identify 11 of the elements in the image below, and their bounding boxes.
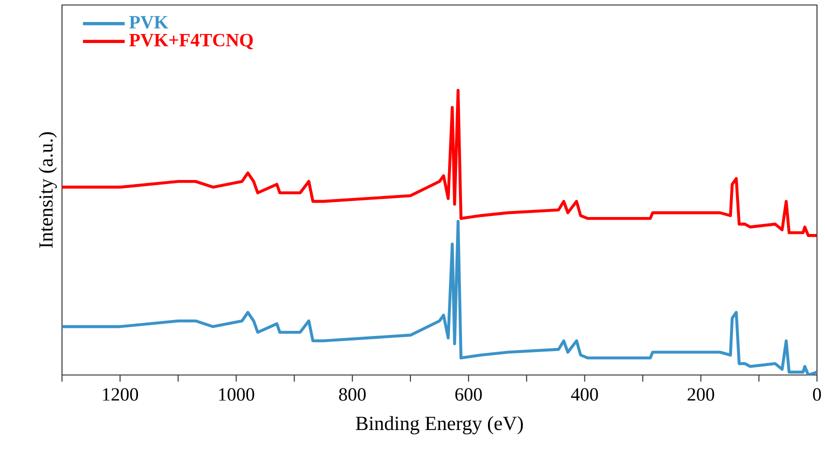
x-axis-title: Binding Energy (eV)	[356, 416, 523, 434]
legend-label: PVK+F4TCNQ	[129, 34, 253, 50]
x-tick-label: 0	[813, 388, 821, 401]
x-tick-label: 1000	[219, 388, 254, 401]
x-tick-label: 200	[688, 388, 714, 401]
y-axis-title: Intensity (a.u.)	[38, 132, 57, 248]
x-tick-label: 400	[571, 388, 598, 401]
legend-label: PVK	[129, 16, 168, 29]
x-tick-label: 1200	[103, 388, 138, 401]
x-tick-label: 600	[455, 388, 482, 401]
x-tick-label: 800	[339, 388, 366, 401]
